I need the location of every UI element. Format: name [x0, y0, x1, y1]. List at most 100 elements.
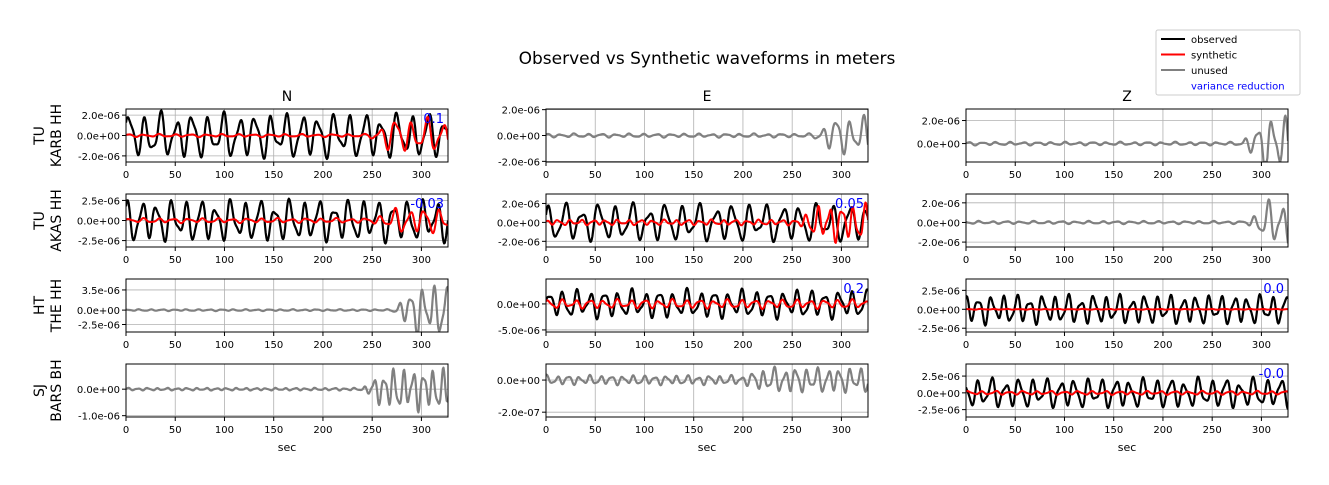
x-tick-label: 250 — [1203, 255, 1222, 266]
trace-group — [126, 366, 448, 414]
x-tick-label: 0 — [963, 170, 969, 181]
panel-1-z: 2.0e-06 0.0e+00 -2.0e-060 50 100 150 200 250 300 — [917, 193, 1289, 266]
panel-0-z: 2.0e-06 0.0e+00 0 50 100 150 200 250 300 — [917, 108, 1289, 181]
y-tick-label: 2.5e-06 — [922, 372, 960, 383]
axes-frame — [965, 108, 1289, 163]
x-tick-label: 0 — [963, 425, 969, 436]
y-tick-label: 0.0e+00 — [497, 300, 540, 311]
axes-frame — [965, 193, 1289, 248]
x-tick-label: 200 — [1153, 170, 1172, 181]
y-tick-label: -5.0e-06 — [498, 326, 540, 337]
y-tick-label: -2.5e-06 — [78, 237, 120, 248]
x-tick-label: 100 — [635, 170, 654, 181]
x-tick-label: 100 — [635, 255, 654, 266]
x-tick-label: 0 — [963, 340, 969, 351]
x-tick-label: 150 — [264, 170, 283, 181]
x-tick-label: 150 — [684, 340, 703, 351]
panel-2-e: 0.0e+00 -5.0e-060 50 100 150 200 250 300 0.2 — [497, 278, 869, 351]
x-tick-label: 50 — [589, 170, 602, 181]
trace-group — [966, 198, 1288, 244]
synthetic-trace — [966, 389, 1288, 396]
y-tick-label: 0.0e+00 — [917, 140, 960, 151]
x-tick-label: 200 — [313, 170, 332, 181]
observed-trace — [966, 375, 1288, 410]
y-tick-label: 0.0e+00 — [77, 132, 120, 143]
y-tick-label: -2.0e-06 — [498, 157, 540, 168]
x-tick-label: 300 — [832, 425, 851, 436]
x-tick-label: 0 — [543, 340, 549, 351]
y-tick-label: 0.0e+00 — [77, 306, 120, 317]
station-label-line: TU — [32, 126, 48, 146]
x-tick-label: 50 — [169, 170, 182, 181]
x-tick-label: 150 — [264, 255, 283, 266]
y-tick-label: 2.0e-06 — [502, 106, 540, 117]
x-tick-label: 50 — [589, 255, 602, 266]
trace-group — [966, 292, 1288, 327]
synthetic-trace — [126, 206, 448, 235]
x-tick-label: 0 — [963, 255, 969, 266]
trace-group — [546, 201, 868, 244]
station-label-line: THE HH — [49, 279, 65, 333]
x-tick-label: 100 — [215, 255, 234, 266]
trace-group — [126, 109, 448, 161]
variance-reduction-label: -0.0 — [1259, 367, 1284, 382]
x-tick-label: 50 — [169, 425, 182, 436]
x-tick-label: 100 — [1055, 170, 1074, 181]
x-tick-label: 50 — [589, 425, 602, 436]
trace-group — [546, 286, 868, 321]
x-tick-label: 50 — [1009, 425, 1022, 436]
unused-trace — [546, 113, 868, 156]
unused-trace — [546, 365, 868, 394]
y-tick-label: 2.5e-06 — [922, 286, 960, 297]
x-tick-label: 150 — [684, 170, 703, 181]
axes-frame — [965, 278, 1289, 333]
x-tick-label: 250 — [363, 170, 382, 181]
trace-group — [966, 114, 1288, 162]
y-tick-label: -2.0e-06 — [78, 152, 120, 163]
x-tick-label: 300 — [412, 340, 431, 351]
trace-group — [546, 113, 868, 156]
station-label-line: KARB HH — [49, 104, 65, 167]
x-tick-label: 200 — [733, 255, 752, 266]
x-tick-label: 250 — [1203, 340, 1222, 351]
x-tick-label: 300 — [412, 425, 431, 436]
x-axis-label: sec — [698, 441, 717, 454]
panel-0-e: 2.0e-06 0.0e+00 -2.0e-060 50 100 150 200 250 300 — [497, 106, 869, 181]
axes-frame — [545, 193, 869, 248]
variance-reduction-label: -0.03 — [410, 197, 444, 212]
x-tick-label: 250 — [783, 340, 802, 351]
station-label-line: TU — [32, 211, 48, 231]
panel-3-z: 2.5e-06 0.0e+00 -2.5e-060 50 100 150 200 250 300… — [917, 363, 1289, 454]
x-tick-label: 150 — [1104, 255, 1123, 266]
y-tick-label: 0.0e+00 — [917, 305, 960, 316]
x-tick-label: 0 — [123, 340, 129, 351]
x-tick-label: 150 — [1104, 425, 1123, 436]
x-tick-label: 100 — [215, 340, 234, 351]
station-label-line: HT — [32, 296, 48, 316]
x-tick-label: 150 — [684, 255, 703, 266]
axes-frame — [965, 363, 1289, 418]
panel-3-n: 0.0e+00 -1.0e-060 50 100 150 200 250 300 sec — [77, 363, 449, 454]
x-tick-label: 300 — [1252, 340, 1271, 351]
axes-frame — [125, 363, 449, 418]
y-tick-label: -1.0e-06 — [78, 412, 120, 423]
y-tick-label: 0.0e+00 — [497, 218, 540, 229]
x-tick-label: 100 — [1055, 340, 1074, 351]
trace-group — [546, 365, 868, 394]
x-tick-label: 150 — [264, 340, 283, 351]
x-tick-label: 300 — [832, 170, 851, 181]
trace-group — [126, 197, 448, 245]
x-tick-label: 200 — [733, 340, 752, 351]
x-tick-label: 0 — [543, 255, 549, 266]
axes-frame — [125, 278, 449, 333]
y-tick-label: 2.0e-06 — [82, 111, 120, 122]
y-tick-label: -2.5e-06 — [918, 406, 960, 417]
unused-trace — [126, 366, 448, 414]
y-tick-label: 2.0e-06 — [922, 199, 960, 210]
y-tick-label: -2.5e-06 — [78, 321, 120, 332]
synthetic-trace — [546, 297, 868, 311]
x-tick-label: 150 — [684, 425, 703, 436]
panel-2-n: 3.5e-06 0.0e+00 -2.5e-060 50 100 150 200 250 300 — [77, 278, 449, 351]
legend-label-unused: unused — [1191, 66, 1228, 77]
x-tick-label: 0 — [123, 170, 129, 181]
